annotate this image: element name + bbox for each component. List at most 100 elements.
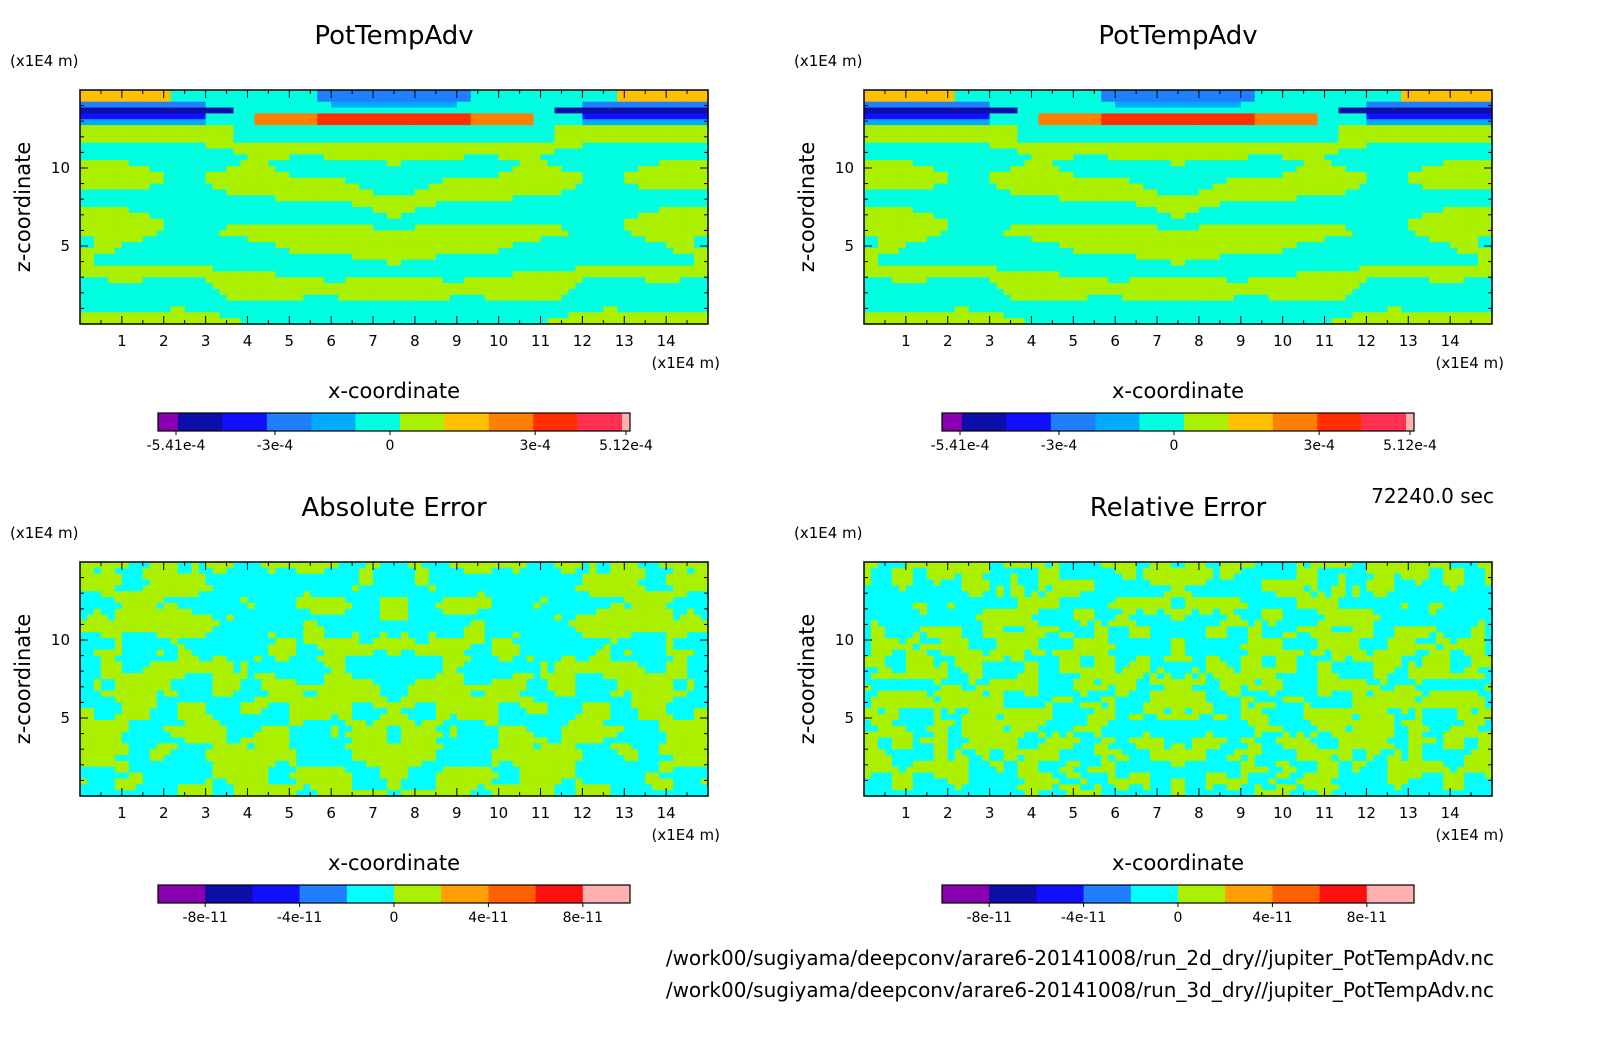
heatmap-cell bbox=[177, 136, 186, 144]
heatmap-cell bbox=[1240, 130, 1249, 138]
heatmap-cell bbox=[603, 224, 611, 231]
heatmap-cell bbox=[359, 136, 367, 144]
heatmap-cell bbox=[1219, 90, 1228, 97]
heatmap-cell bbox=[1415, 136, 1423, 144]
heatmap-cell bbox=[135, 195, 144, 202]
heatmap-cell bbox=[435, 136, 444, 144]
heatmap-cell bbox=[645, 90, 653, 97]
heatmap-cell bbox=[687, 318, 695, 325]
heatmap-cell bbox=[1178, 125, 1186, 132]
heatmap-cell bbox=[505, 242, 514, 249]
heatmap-cell bbox=[100, 230, 109, 237]
heatmap-cell bbox=[442, 277, 451, 284]
heatmap-cell bbox=[400, 142, 409, 150]
heatmap-cell bbox=[652, 218, 660, 226]
heatmap-cell bbox=[1129, 154, 1137, 161]
heatmap-cell bbox=[631, 119, 639, 126]
heatmap-cell bbox=[1436, 95, 1444, 103]
heatmap-cell bbox=[631, 259, 639, 267]
heatmap-cell bbox=[652, 183, 660, 191]
heatmap-cell bbox=[1101, 136, 1109, 144]
heatmap-cell bbox=[435, 113, 444, 120]
heatmap-cell bbox=[261, 277, 269, 284]
heatmap-cell bbox=[226, 148, 235, 155]
heatmap-cell bbox=[310, 288, 318, 296]
heatmap-cell bbox=[212, 136, 221, 144]
heatmap-cell bbox=[589, 148, 597, 155]
heatmap-cell bbox=[338, 277, 346, 284]
heatmap-cell bbox=[1233, 130, 1242, 138]
heatmap-cell bbox=[435, 230, 444, 237]
heatmap-cell bbox=[491, 183, 500, 191]
heatmap-cell bbox=[603, 247, 611, 255]
heatmap-cell bbox=[701, 253, 709, 261]
heatmap-cell bbox=[128, 183, 137, 191]
heatmap-cell bbox=[470, 265, 479, 272]
heatmap-cell bbox=[1122, 101, 1130, 109]
heatmap-cell bbox=[184, 148, 193, 155]
heatmap-cell bbox=[638, 306, 646, 313]
heatmap-cell bbox=[666, 230, 674, 237]
heatmap-cell bbox=[289, 207, 297, 214]
heatmap-cell bbox=[198, 218, 207, 226]
heatmap-cell bbox=[100, 107, 109, 114]
heatmap-cell bbox=[1387, 113, 1395, 120]
heatmap-cell bbox=[407, 101, 416, 109]
heatmap-cell bbox=[1233, 136, 1242, 144]
heatmap-cell bbox=[80, 154, 88, 161]
heatmap-cell bbox=[317, 195, 325, 202]
heatmap-cell bbox=[394, 177, 402, 185]
heatmap-cell bbox=[226, 247, 235, 255]
heatmap-cell bbox=[526, 113, 535, 120]
heatmap-cell bbox=[1066, 101, 1074, 109]
heatmap-cell bbox=[366, 107, 374, 114]
heatmap-cell bbox=[1296, 107, 1305, 114]
heatmap-cell bbox=[491, 253, 500, 261]
heatmap-cell bbox=[1038, 154, 1047, 161]
heatmap-cell bbox=[303, 247, 311, 255]
heatmap-cell bbox=[387, 201, 395, 208]
heatmap-cell bbox=[470, 288, 479, 296]
heatmap-cell bbox=[303, 265, 311, 272]
heatmap-cell bbox=[254, 306, 263, 313]
heatmap-cell bbox=[407, 171, 416, 179]
heatmap-cell bbox=[135, 312, 144, 319]
heatmap-cell bbox=[407, 183, 416, 191]
heatmap-cell bbox=[1485, 119, 1493, 126]
heatmap-cell bbox=[540, 177, 549, 185]
heatmap-cell bbox=[561, 218, 570, 226]
heatmap-cell bbox=[282, 300, 290, 308]
heatmap-cell bbox=[407, 259, 416, 267]
heatmap-cell bbox=[477, 95, 486, 103]
heatmap-cell bbox=[870, 136, 879, 144]
heatmap-cell bbox=[1178, 107, 1186, 114]
heatmap-cell bbox=[666, 318, 674, 325]
heatmap-cell bbox=[331, 195, 339, 202]
heatmap-cell bbox=[156, 177, 165, 185]
heatmap-cell bbox=[86, 166, 95, 173]
heatmap-cell bbox=[547, 230, 556, 237]
heatmap-cell bbox=[582, 189, 590, 196]
heatmap-cell bbox=[701, 318, 709, 325]
heatmap-cell bbox=[568, 125, 577, 132]
heatmap-cell bbox=[289, 259, 297, 267]
heatmap-cell bbox=[1254, 166, 1263, 173]
heatmap-cell bbox=[568, 201, 577, 208]
heatmap-cell bbox=[561, 177, 570, 185]
heatmap-cell bbox=[1171, 101, 1179, 109]
heatmap-cell bbox=[589, 271, 597, 278]
heatmap-cell bbox=[1352, 130, 1361, 138]
heatmap-cell bbox=[1282, 107, 1291, 114]
heatmap-cell bbox=[638, 130, 646, 138]
heatmap-cell bbox=[491, 90, 500, 97]
heatmap-cell bbox=[1184, 148, 1193, 155]
heatmap-cell bbox=[547, 154, 556, 161]
heatmap-cell bbox=[1115, 142, 1123, 150]
heatmap-cell bbox=[366, 318, 374, 325]
heatmap-cell bbox=[240, 183, 249, 191]
heatmap-cell bbox=[400, 271, 409, 278]
heatmap-cell bbox=[954, 125, 963, 132]
heatmap-cell bbox=[317, 101, 325, 109]
heatmap-cell bbox=[519, 265, 528, 272]
heatmap-cell bbox=[687, 148, 695, 155]
